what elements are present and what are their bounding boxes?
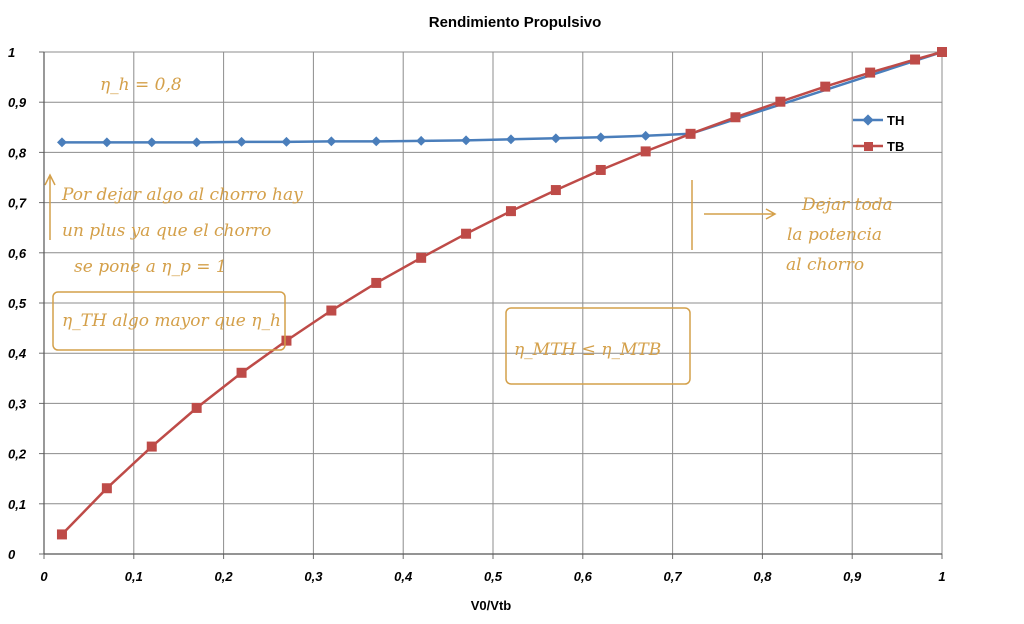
x-tick-label: 0: [40, 569, 48, 584]
series-tb-point: [595, 164, 606, 175]
series-th-point: [236, 136, 247, 147]
series-tb-point: [910, 54, 921, 65]
series-th-point: [595, 132, 606, 143]
series-th-point: [640, 130, 651, 141]
legend-tb-marker: [864, 142, 873, 151]
x-axis-label: V0/Vtb: [471, 598, 512, 613]
series-th-point: [146, 137, 157, 148]
x-tick-label: 0,3: [304, 569, 323, 584]
y-tick-label: 0,2: [8, 447, 27, 462]
series-tb: [56, 47, 947, 540]
y-tick-label: 0,8: [8, 145, 27, 160]
handwritten-annotations: η_h = 0,8 Por dejar algo al chorro hay u…: [44, 75, 893, 385]
annotation-line-6: al chorro: [786, 255, 864, 275]
annotation-line-1: Por dejar algo al chorro hay: [61, 185, 303, 205]
y-tick-label: 0: [8, 547, 16, 562]
series-tb-point: [685, 128, 696, 139]
series-tb-point: [775, 96, 786, 107]
series-tb-point: [550, 185, 561, 196]
series-tb-point: [371, 277, 382, 288]
series-tb-point: [56, 529, 67, 540]
annotation-line-5: la potencia: [787, 225, 882, 245]
series-layer: [56, 47, 947, 540]
chart-title: Rendimiento Propulsivo: [429, 14, 602, 31]
x-tick-label: 0,1: [125, 569, 143, 584]
legend-th-label: TH: [887, 113, 904, 128]
y-tick-label: 0,3: [8, 396, 27, 411]
series-tb-point: [191, 402, 202, 413]
series-tb-point: [461, 228, 472, 239]
annotation-boxed-left: η_TH algo mayor que η_h: [62, 311, 281, 331]
series-tb-point: [236, 367, 247, 378]
annotation-line-3: se pone a η_p = 1: [74, 257, 227, 277]
y-tick-label: 0,6: [8, 246, 27, 261]
series-tb-point: [146, 441, 157, 452]
annotation-box-left: [52, 291, 286, 351]
series-tb-point: [281, 335, 292, 346]
series-tb-point: [730, 112, 741, 123]
series-tb-point: [101, 483, 112, 494]
y-tick-label: 0,4: [8, 346, 27, 361]
y-tick-label: 0,1: [8, 497, 26, 512]
y-tick-label: 1: [8, 45, 15, 60]
series-th-point: [550, 133, 561, 144]
series-th-line: [62, 50, 943, 144]
series-th-point: [191, 137, 202, 148]
x-tick-label: 0,8: [753, 569, 772, 584]
legend-item-th: TH: [853, 113, 904, 128]
annotation-boxed-right: η_MTH ≤ η_MTB: [514, 340, 661, 360]
annotation-line-2: un plus ya que el chorro: [62, 221, 271, 241]
legend-tb-label: TB: [887, 139, 904, 154]
x-tick-label: 1: [938, 569, 945, 584]
legend-item-tb: TB: [853, 139, 904, 154]
y-tick-label: 0,9: [8, 95, 27, 110]
series-th-point: [371, 136, 382, 147]
y-tick-label: 0,5: [8, 296, 27, 311]
y-tick-labels: 0 0,1 0,2 0,3 0,4 0,5 0,6 0,7 0,8 0,9 1: [8, 45, 27, 562]
series-tb-line: [61, 50, 943, 536]
grid-lines: [39, 51, 943, 559]
annotation-eta-h: η_h = 0,8: [100, 75, 182, 95]
x-tick-label: 0,9: [843, 569, 862, 584]
series-tb-point: [937, 47, 947, 57]
series-tb-point: [820, 81, 831, 92]
series-tb-point: [505, 206, 516, 217]
annotation-box-right: [505, 307, 691, 385]
series-th: [57, 47, 947, 148]
series-th-point: [461, 135, 472, 146]
series-tb-point: [640, 146, 651, 157]
annotation-line-4: Dejar toda: [801, 195, 893, 215]
x-tick-labels: 0 0,1 0,2 0,3 0,4 0,5 0,6 0,7 0,8 0,9 1: [40, 569, 945, 584]
legend: TH TB: [853, 113, 904, 154]
series-tb-point: [326, 305, 337, 316]
series-tb-point: [865, 67, 876, 78]
x-tick-label: 0,7: [664, 569, 683, 584]
series-th-point: [281, 136, 292, 147]
annotation-right-arrow: [704, 208, 777, 220]
series-th-point: [326, 136, 337, 147]
x-tick-label: 0,6: [574, 569, 593, 584]
series-tb-point: [416, 252, 427, 263]
x-tick-label: 0,4: [394, 569, 413, 584]
series-th-point: [101, 137, 112, 148]
annotation-up-arrow: [44, 173, 56, 240]
series-th-point: [57, 137, 67, 148]
series-th-point: [506, 134, 516, 145]
legend-th-marker: [862, 114, 874, 126]
series-th-point: [416, 135, 427, 146]
x-tick-label: 0,5: [484, 569, 503, 584]
x-tick-label: 0,2: [215, 569, 234, 584]
y-tick-label: 0,7: [8, 196, 27, 211]
